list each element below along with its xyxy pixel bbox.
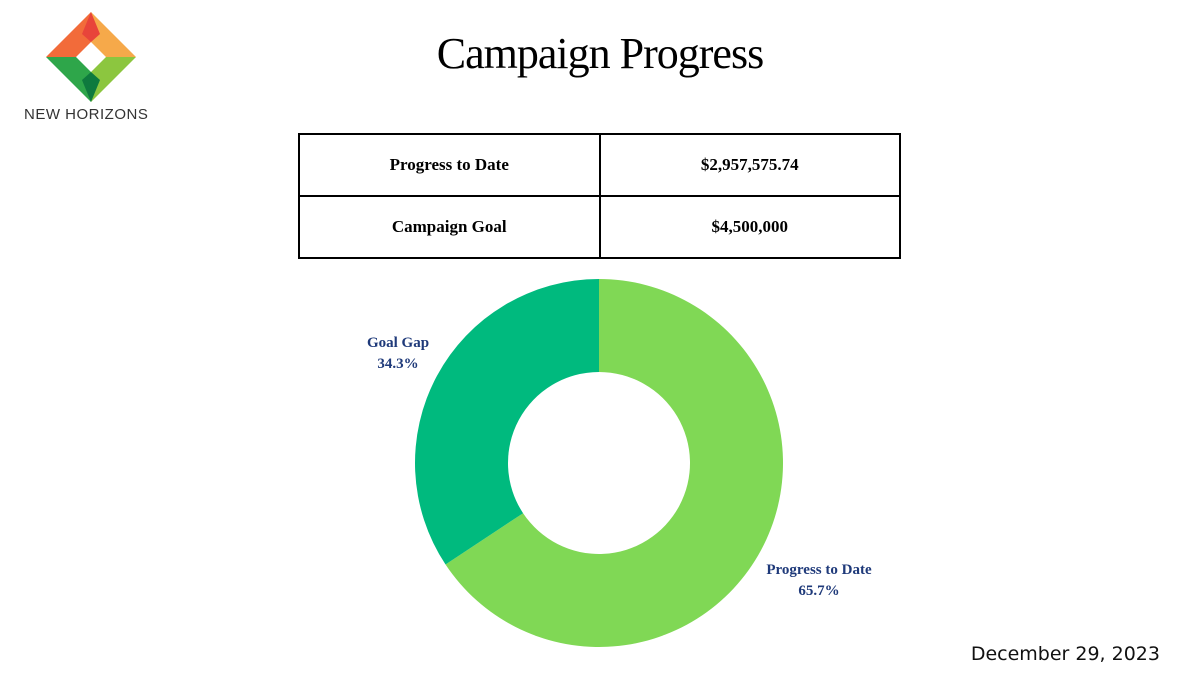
slice-label-percent: 34.3% [377, 356, 418, 372]
row-label: Progress to Date [298, 133, 601, 197]
donut-slice-goal-gap [415, 279, 599, 565]
logo-petal-bottom-left [46, 57, 91, 102]
row-value: $4,500,000 [598, 195, 901, 259]
table-row: Campaign Goal $4,500,000 [298, 195, 901, 259]
new-horizons-logo [46, 12, 136, 102]
table-row: Progress to Date $2,957,575.74 [298, 133, 901, 197]
logo-petal-top-left [46, 12, 91, 57]
donut-slice-progress-to-date [445, 279, 783, 647]
slice-label-name: Progress to Date [766, 562, 872, 578]
logo-accent-bottom [82, 72, 100, 102]
logo-petal-bottom-right [91, 57, 136, 102]
row-value: $2,957,575.74 [598, 133, 901, 197]
logo-accent-top [82, 12, 100, 42]
date-label: December 29, 2023 [970, 643, 1160, 665]
page-title: Campaign Progress [436, 29, 764, 78]
row-label: Campaign Goal [298, 195, 601, 259]
slice-label-name: Goal Gap [367, 335, 429, 351]
brand-name: NEW HORIZONS [24, 106, 149, 123]
logo-center [77, 43, 105, 71]
logo-petal-top-right [91, 12, 136, 57]
slice-label-percent: 65.7% [798, 583, 839, 599]
summary-table: Progress to Date $2,957,575.74 Campaign … [298, 133, 901, 259]
